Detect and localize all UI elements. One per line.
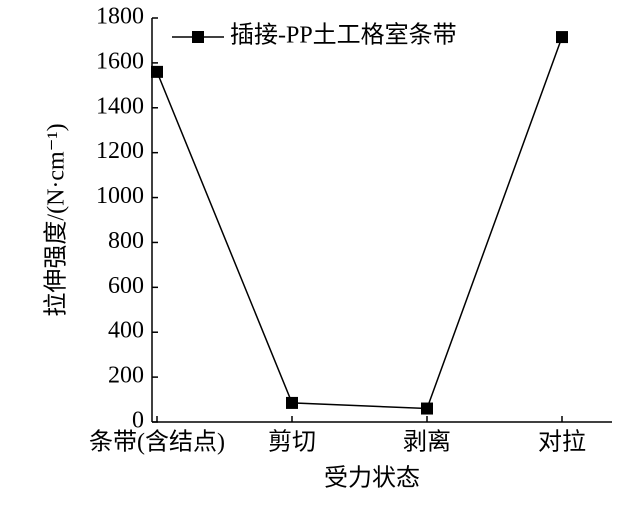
y-tick-label: 1800 — [96, 4, 144, 30]
series-line — [156, 36, 563, 410]
x-tick-label: 对拉 — [538, 429, 586, 456]
point-marker — [421, 402, 433, 415]
y-tick-label: 1000 — [96, 183, 144, 209]
point-marker — [556, 31, 568, 44]
y-axis-label: 拉伸强度/(N·cm⁻¹) — [43, 123, 70, 316]
y-tick-label: 0 — [132, 408, 144, 434]
x-tick-label: 条带(含结点) — [89, 429, 225, 456]
y-tick-label: 600 — [108, 273, 144, 299]
x-tick-label: 剪切 — [268, 429, 316, 456]
point-marker — [151, 65, 163, 78]
legend-label: 插接-PP土工格室条带 — [230, 22, 457, 49]
legend-marker — [192, 31, 204, 43]
y-tick-label: 400 — [108, 318, 144, 344]
y-tick-label: 800 — [108, 228, 144, 254]
point-marker — [286, 396, 298, 409]
x-axis-label: 受力状态 — [324, 465, 420, 492]
y-tick-label: 1400 — [96, 93, 144, 119]
x-tick-label: 剥离 — [403, 429, 451, 456]
y-tick-label: 1200 — [96, 138, 144, 164]
y-tick-label: 200 — [108, 363, 144, 389]
y-tick-label: 1600 — [96, 48, 144, 74]
